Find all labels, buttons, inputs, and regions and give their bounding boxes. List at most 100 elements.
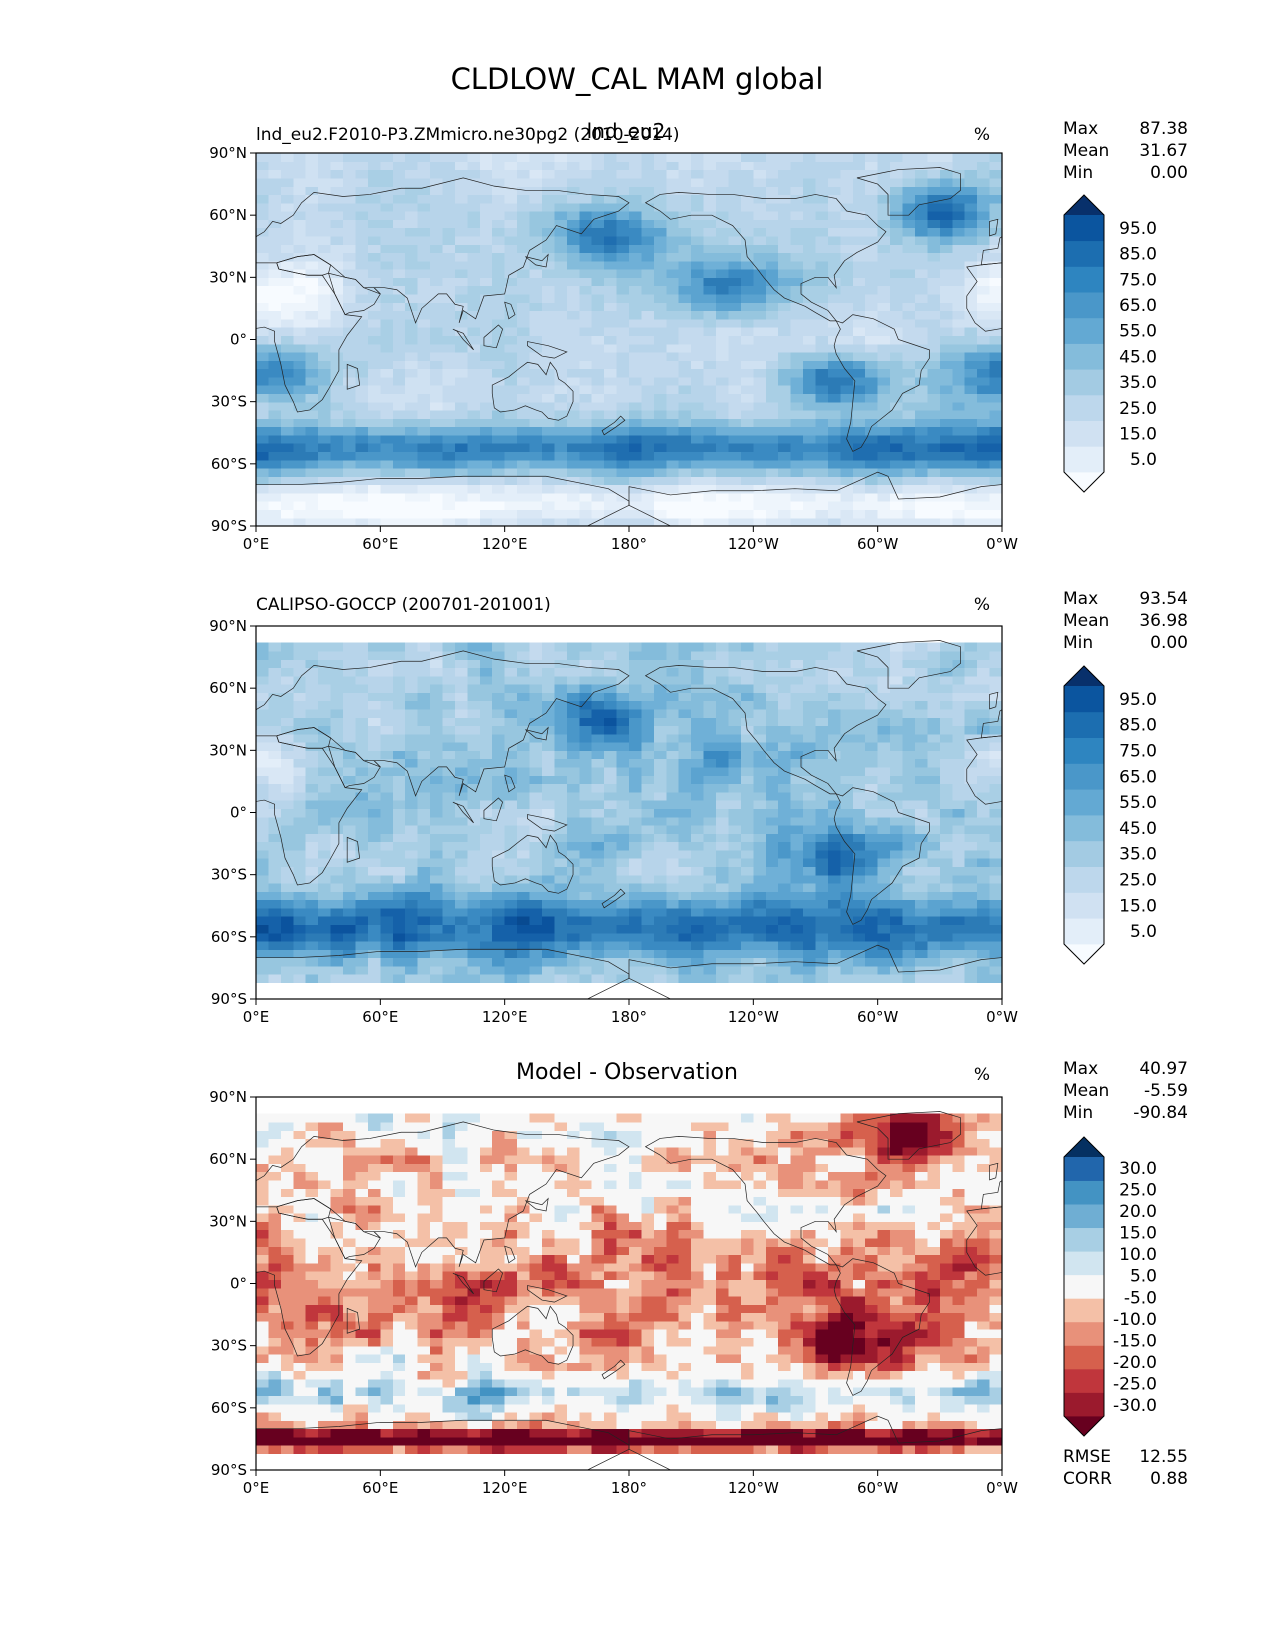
field-cell: [790, 443, 804, 452]
field-cell: [454, 700, 468, 710]
field-cell: [865, 484, 879, 494]
field-cell: [728, 742, 742, 751]
field-cell: [989, 393, 1003, 403]
field-cell: [765, 932, 779, 942]
field-cell: [405, 883, 419, 892]
field-cell: [305, 883, 319, 892]
field-cell: [542, 849, 555, 859]
field-cell: [579, 484, 593, 494]
field-cell: [989, 219, 1003, 229]
field-cell: [579, 501, 593, 510]
field-cell: [554, 841, 568, 851]
field-cell: [939, 385, 953, 394]
field-cell: [890, 468, 904, 477]
field-cell: [740, 434, 754, 444]
field-cell: [939, 708, 953, 718]
field-cell: [256, 766, 269, 776]
field-cell: [355, 252, 369, 262]
field-cell: [629, 899, 642, 909]
field-cell: [815, 517, 829, 527]
field-cell: [268, 443, 282, 452]
field-cell: [268, 824, 282, 834]
field-cell: [554, 783, 568, 793]
field-cell: [293, 509, 307, 519]
field-cell: [728, 161, 742, 171]
field-cell: [430, 235, 444, 245]
field-cell: [367, 700, 381, 710]
field-cell: [827, 153, 841, 162]
field-cell: [504, 310, 518, 320]
field-cell: [915, 293, 928, 303]
field-cell: [417, 974, 431, 983]
field-cell: [479, 899, 493, 909]
field-cell: [790, 492, 804, 502]
field-cell: [753, 186, 767, 196]
field-cell: [815, 492, 829, 502]
field-cell: [902, 302, 916, 312]
field-cell: [367, 360, 381, 370]
field-cell: [915, 468, 928, 477]
field-cell: [803, 708, 817, 718]
field-cell: [392, 957, 406, 967]
field-cell: [442, 385, 456, 394]
field-cell: [915, 733, 928, 743]
field-cell: [691, 509, 705, 519]
field-cell: [367, 376, 381, 386]
field-cell: [629, 874, 642, 884]
field-cell: [952, 816, 966, 826]
field-cell: [778, 227, 792, 237]
field-cell: [964, 692, 978, 702]
field-cell: [890, 252, 904, 262]
field-cell: [989, 235, 1003, 245]
field-cell: [293, 368, 307, 378]
field-cell: [566, 244, 580, 254]
field-cell: [430, 293, 444, 303]
field-cell: [877, 335, 891, 345]
field-cell: [666, 302, 680, 312]
field-cell: [666, 277, 680, 287]
field-cell: [666, 932, 680, 942]
field-cell: [691, 484, 705, 494]
field-cell: [504, 717, 518, 727]
field-cell: [815, 293, 829, 303]
field-cell: [566, 717, 580, 727]
field-cell: [852, 177, 866, 187]
field-cell: [666, 783, 680, 793]
field-cell: [454, 202, 468, 212]
field-cell: [641, 202, 655, 212]
field-cell: [977, 708, 991, 718]
field-cell: [629, 451, 642, 461]
field-cell: [890, 808, 904, 818]
field-cell: [256, 965, 269, 975]
field-cell: [579, 766, 593, 776]
field-cell: [964, 252, 978, 262]
field-cell: [790, 916, 804, 925]
field-cell: [952, 318, 966, 328]
field-cell: [890, 692, 904, 702]
field-cell: [877, 858, 891, 867]
field-cell: [827, 393, 841, 403]
field-cell: [343, 451, 356, 461]
field-cell: [256, 700, 269, 710]
field-cell: [256, 310, 269, 320]
field-cell: [790, 186, 804, 196]
field-cell: [256, 269, 269, 278]
field-cell: [318, 932, 332, 942]
field-cell: [504, 866, 518, 876]
field-cell: [778, 343, 792, 353]
field-cell: [629, 824, 642, 834]
field-cell: [852, 725, 866, 735]
field-cell: [716, 244, 729, 254]
field-cell: [305, 924, 319, 934]
field-cell: [666, 883, 680, 892]
field-cell: [604, 791, 618, 801]
field-cell: [753, 177, 767, 187]
field-cell: [343, 385, 356, 394]
field-cell: [964, 899, 978, 909]
field-cell: [280, 302, 294, 312]
field-cell: [865, 443, 879, 452]
field-cell: [915, 451, 928, 461]
field-cell: [989, 202, 1003, 212]
field-cell: [641, 783, 655, 793]
field-cell: [728, 692, 742, 702]
